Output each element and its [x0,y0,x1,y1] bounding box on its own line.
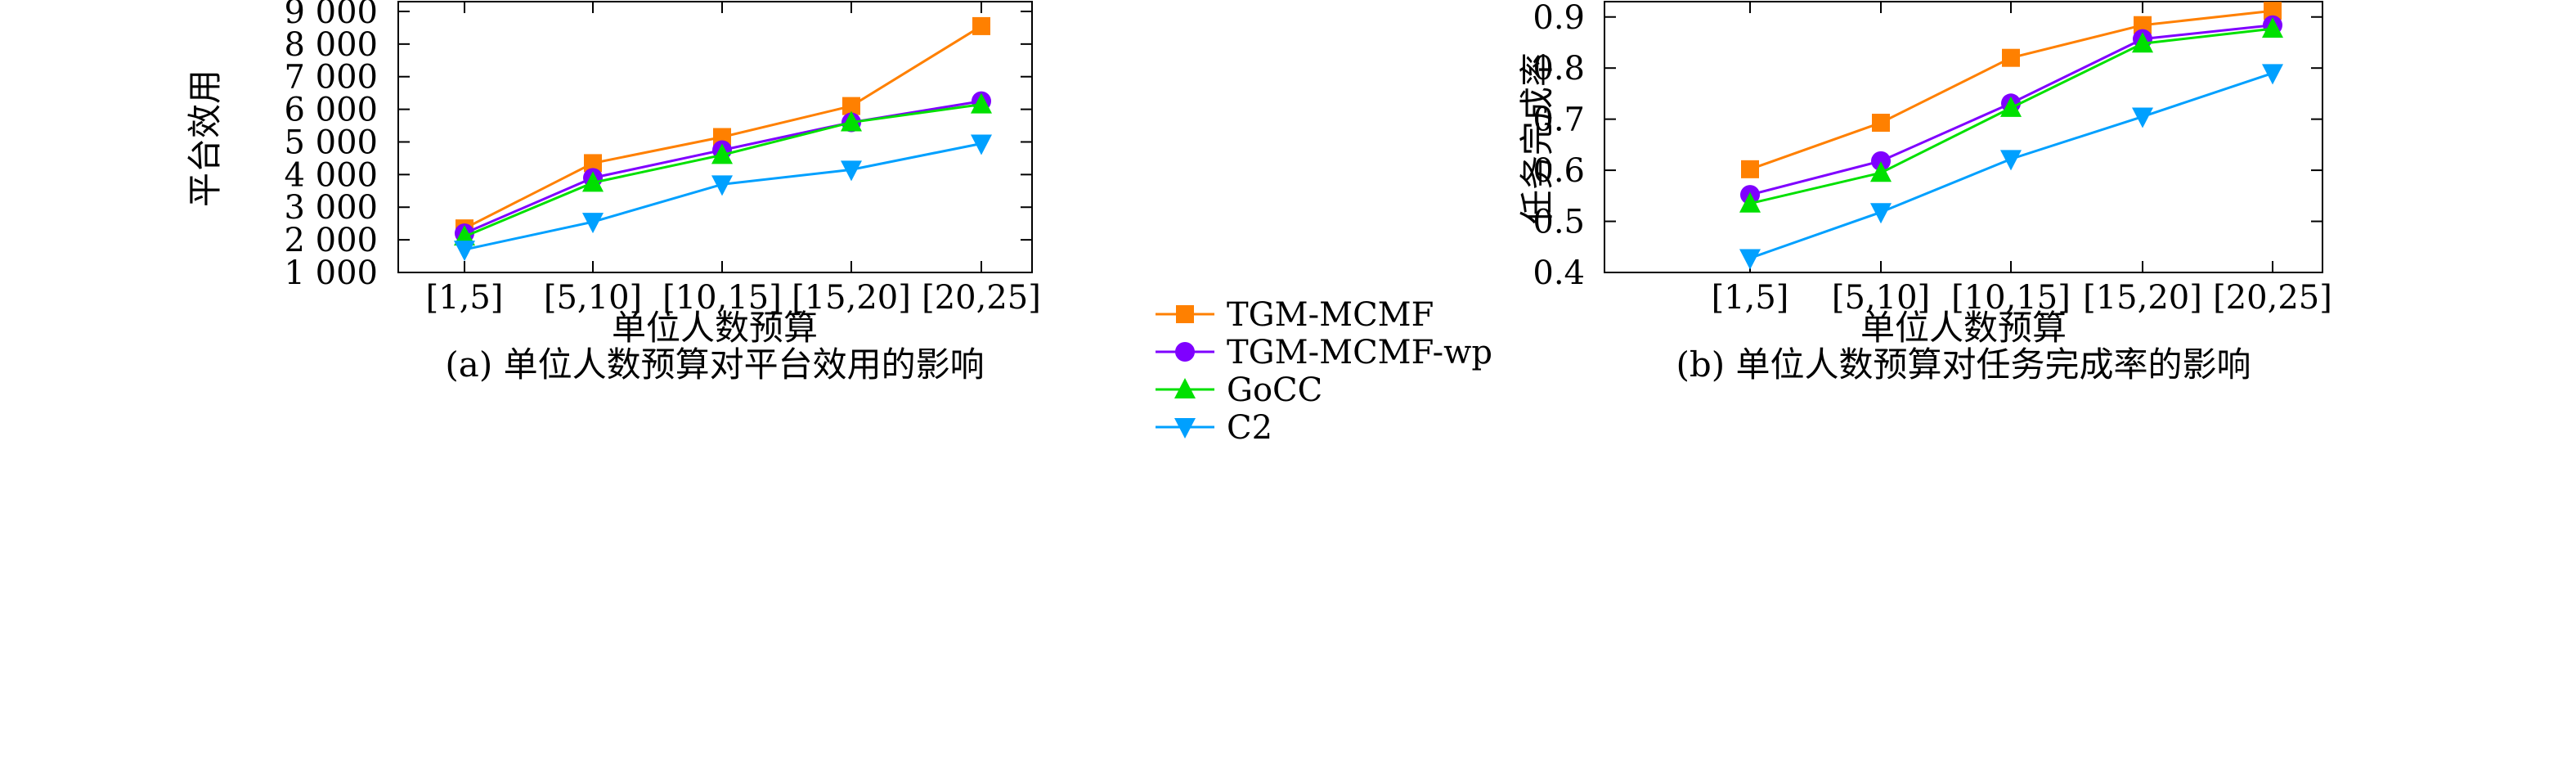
x-tick-label: [15,20] [792,279,911,317]
data-point-tgm-mcmf [2002,48,2020,67]
data-point-gocc [1739,191,1761,213]
x-tick-label: [20,25] [2213,279,2332,317]
data-point-c2 [2132,107,2153,128]
data-point-tgm-mcmf [2264,2,2282,20]
data-point-gocc [1870,161,1892,182]
y-tick-label: 8 000 [284,26,378,64]
data-point-c2 [1870,203,1892,224]
data-point-tgm-mcmf [972,16,990,35]
y-axis-label: 平台效用 [185,70,225,207]
y-tick-label: 5 000 [284,124,378,161]
legend-label: GoCC [1227,371,1322,409]
y-tick-label: 0.8 [1533,50,1585,88]
legend-marker [1174,418,1196,439]
data-point-gocc [841,110,862,132]
y-tick-label: 0.7 [1533,101,1585,139]
data-point-c2 [841,160,862,182]
legend-marker [1174,378,1196,398]
data-point-tgm-mcmf-wp [1871,151,1891,171]
data-point-tgm-mcmf [584,154,602,173]
y-tick-label: 0.6 [1533,152,1585,190]
y-tick-label: 7 000 [284,59,378,97]
x-tick-label: [5,10] [544,279,642,317]
x-tick-label: [10,15] [662,279,782,317]
y-tick-label: 3 000 [284,189,378,227]
legend-marker [1176,305,1194,323]
data-point-tgm-mcmf [2134,16,2152,34]
x-tick-label: [20,25] [922,279,1041,317]
plot-frame [397,1,1033,273]
plot-frame [1604,1,2323,273]
data-point-c2 [2262,64,2283,85]
data-point-gocc [454,225,475,246]
x-axis-label: 单位人数预算 [1860,308,2067,348]
y-tick-label: 9 000 [284,0,378,31]
data-point-gocc [711,143,733,164]
data-point-c2 [582,213,604,234]
x-tick-label: [5,10] [1832,279,1930,317]
y-tick-label: 0.9 [1533,0,1585,37]
data-point-c2 [454,241,475,262]
x-tick-label: [1,5] [426,279,504,317]
legend-label: C2 [1227,409,1272,447]
y-axis-label: 任务完成率 [1517,52,1557,224]
legend-marker [1175,342,1195,362]
data-point-tgm-mcmf [842,97,860,115]
y-tick-label: 1 000 [284,254,378,292]
y-tick-label: 4 000 [284,156,378,194]
y-tick-label: 0.4 [1533,254,1585,292]
data-point-c2 [971,134,992,155]
legend-label: TGM-MCMF [1227,296,1434,334]
y-tick-label: 6 000 [284,92,378,129]
data-point-tgm-mcmf [1741,160,1759,178]
x-tick-label: [1,5] [1712,279,1789,317]
data-point-gocc [971,92,992,114]
chart-caption: (b) 单位人数预算对任务完成率的影响 [1676,344,2251,385]
data-point-gocc [2262,17,2283,38]
chart-caption: (a) 单位人数预算对平台效用的影响 [445,344,984,385]
x-tick-label: [15,20] [2083,279,2202,317]
data-point-gocc [2132,32,2153,53]
data-point-tgm-mcmf [1872,114,1890,133]
x-axis-label: 单位人数预算 [612,308,818,348]
data-point-c2 [2000,150,2022,171]
y-tick-label: 0.5 [1533,204,1585,241]
chart-task-completion-rate: 单位人数预算 任务完成率 (b) 单位人数预算对任务完成率的影响 0.4 0.5 0… [1517,0,2332,385]
data-point-gocc [582,171,604,192]
data-point-gocc [2000,96,2022,117]
data-point-c2 [1739,249,1761,270]
x-tick-label: [10,15] [1951,279,2071,317]
data-point-c2 [711,175,733,196]
legend-label: TGM-MCMF-wp [1227,334,1492,371]
y-tick-label: 2 000 [284,222,378,259]
